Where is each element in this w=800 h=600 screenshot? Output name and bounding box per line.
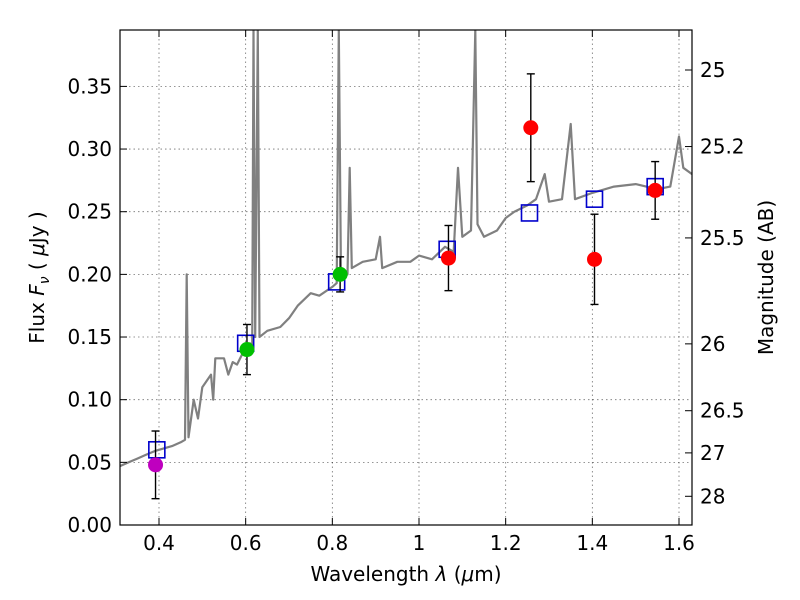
x-tick-label: 1 — [413, 531, 426, 555]
x-tick-label: 0.6 — [230, 531, 262, 555]
x-tick-label: 0.8 — [316, 531, 348, 555]
x-axis-label: Wavelength λ (μm) — [310, 562, 501, 586]
y-tick-label: 0.15 — [67, 325, 112, 349]
x-tick-label: 0.4 — [143, 531, 175, 555]
plot-frame — [119, 29, 693, 526]
y-tick-label: 0.10 — [67, 388, 112, 412]
observed-flux-point — [587, 251, 602, 267]
y2-tick-label: 25 — [700, 58, 725, 82]
y-tick-label: 0.35 — [67, 74, 112, 98]
observed-flux-point — [239, 342, 255, 358]
observed-flux-point — [523, 120, 539, 136]
y-tick-label: 0.05 — [67, 450, 112, 474]
model-photometry-square — [585, 190, 604, 208]
y2-tick-label: 28 — [700, 484, 725, 508]
observed-flux-point — [148, 457, 164, 473]
y2-tick-label: 25.2 — [700, 135, 745, 159]
axis-ticks: 0.4 0.6 0.8 1 1.2 1.4 1.6 0.00 0.05 0.10 0.15 0.20 0… — [67, 30, 745, 555]
x-tick-label: 1.4 — [576, 531, 608, 555]
y2-tick-label: 26 — [700, 332, 725, 356]
observed-flux-point — [440, 250, 456, 266]
x-tick-label: 1.2 — [490, 531, 522, 555]
y2-tick-label: 26.5 — [700, 399, 745, 423]
y2-tick-label: 25.5 — [700, 226, 745, 250]
y-tick-label: 0.20 — [67, 262, 112, 286]
plot-data — [120, 30, 692, 500]
grid — [120, 30, 692, 526]
y-tick-label: 0.00 — [67, 513, 112, 537]
y2-tick-label: 27 — [700, 441, 725, 465]
observed-flux-point — [332, 266, 348, 282]
x-tick-label: 1.6 — [663, 531, 695, 555]
model-photometry-square — [520, 204, 539, 222]
y-tick-label: 0.30 — [67, 137, 112, 161]
sed-model-line — [120, 30, 692, 468]
y-tick-label: 0.25 — [67, 200, 112, 224]
observed-flux-point — [647, 182, 663, 198]
y-axis-label: Flux Fν ( μJy ) — [25, 211, 53, 343]
y2-axis-label: Magnitude (AB) — [754, 200, 778, 355]
